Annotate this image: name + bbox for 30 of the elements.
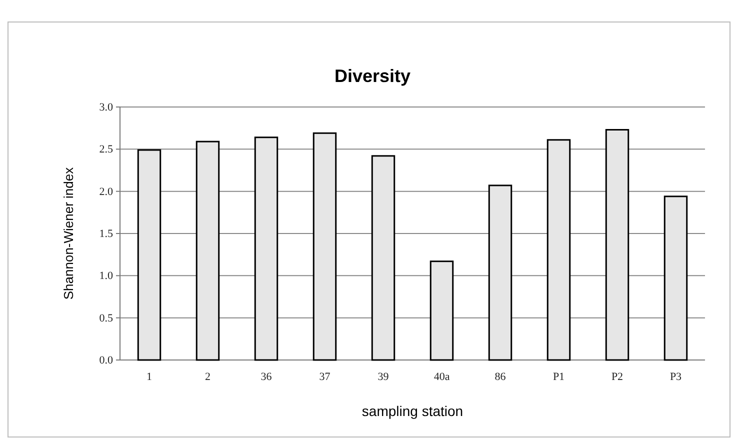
- y-tick-label: 0.5: [99, 312, 114, 324]
- y-tick-label: 2.0: [99, 186, 114, 198]
- x-tick-label: P3: [670, 370, 682, 383]
- y-tick-label: 0.0: [99, 354, 114, 367]
- x-tick-label: 1: [146, 370, 152, 383]
- bar: [605, 129, 630, 361]
- x-tick-label: 36: [260, 370, 272, 383]
- x-tick-label: 37: [319, 370, 331, 383]
- x-tick-label: 86: [494, 370, 506, 383]
- y-tick-label: 2.5: [99, 144, 114, 156]
- x-tick-label: P2: [611, 370, 624, 383]
- y-tick-label: 1.0: [99, 270, 114, 282]
- x-tick-label: 2: [205, 370, 210, 383]
- y-tick-label: 3.0: [99, 102, 114, 114]
- bar: [664, 196, 688, 361]
- x-tick-label: 39: [378, 370, 390, 383]
- x-axis-title: sampling station: [362, 403, 464, 419]
- y-tick-label: 1.5: [99, 228, 114, 240]
- bar: [196, 140, 220, 361]
- bar: [546, 139, 571, 361]
- bar: [488, 184, 512, 361]
- bar: [430, 260, 454, 361]
- y-axis-title: Shannon-Wiener index: [61, 166, 76, 300]
- chart-title: Diversity: [334, 66, 411, 86]
- bar: [137, 149, 162, 361]
- bar: [312, 132, 337, 361]
- bar: [254, 136, 278, 361]
- x-tick-label: 40a: [434, 370, 450, 383]
- bar: [371, 155, 396, 361]
- x-tick-label: P1: [552, 370, 565, 383]
